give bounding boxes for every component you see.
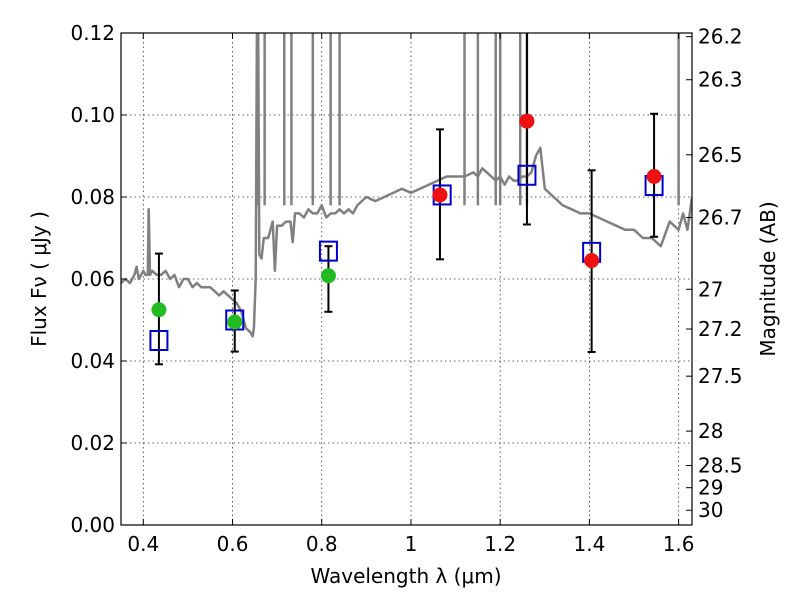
y-tick-label: 0.12	[70, 21, 115, 45]
right-tick-label: 26.5	[698, 143, 743, 167]
model-point	[517, 164, 537, 186]
right-tick-label: 26.7	[698, 206, 743, 230]
y-axis-label: Flux Fν ( μJy )	[27, 211, 51, 347]
right-tick-label: 26.3	[698, 68, 743, 92]
x-tick-label: 0.6	[217, 532, 249, 556]
observed-point	[151, 302, 167, 318]
y-tick-label: 0.02	[70, 431, 115, 455]
right-tick-label: 26.2	[698, 25, 743, 49]
x-tick-label: 1.4	[573, 532, 605, 556]
right-tick-label: 27.5	[698, 364, 743, 388]
y-tick-label: 0.08	[70, 185, 115, 209]
x-tick-label: 0.4	[127, 532, 159, 556]
observed-point	[519, 113, 535, 129]
observed-point	[227, 314, 243, 330]
y-tick-label: 0.00	[70, 513, 115, 537]
right-tick-label: 29	[698, 476, 723, 500]
axis-ticks: 0.4 0.6 0.8 1 1.2 1.4 1.6 0.00 0.02 0.04 0.06 0.08 0…	[70, 21, 742, 556]
right-tick-label: 27	[698, 277, 723, 301]
right-tick-label: 27.2	[698, 317, 743, 341]
x-tick-label: 0.8	[306, 532, 338, 556]
observed-point	[320, 268, 336, 284]
x-axis-label: Wavelength λ (μm)	[310, 564, 501, 588]
x-tick-label: 1.6	[663, 532, 695, 556]
spectrum-line	[121, 33, 692, 338]
model-point	[318, 240, 338, 262]
error-bars	[154, 33, 659, 366]
y-tick-label: 0.06	[70, 267, 115, 291]
observed-point	[646, 169, 662, 184]
right-tick-label: 28	[698, 419, 723, 443]
grid	[121, 32, 692, 526]
data-markers	[149, 113, 664, 351]
right-tick-label: 30	[698, 498, 723, 522]
right-tick-label: 28.5	[698, 454, 743, 478]
observed-point	[432, 187, 448, 203]
model-point	[149, 330, 169, 351]
x-tick-label: 1.2	[484, 532, 516, 556]
y-tick-label: 0.04	[70, 349, 115, 373]
y-axis-label-right: Magnitude (AB)	[756, 201, 780, 356]
x-tick-label: 1	[405, 532, 418, 556]
observed-point	[584, 253, 600, 269]
y-tick-label: 0.10	[70, 103, 115, 127]
